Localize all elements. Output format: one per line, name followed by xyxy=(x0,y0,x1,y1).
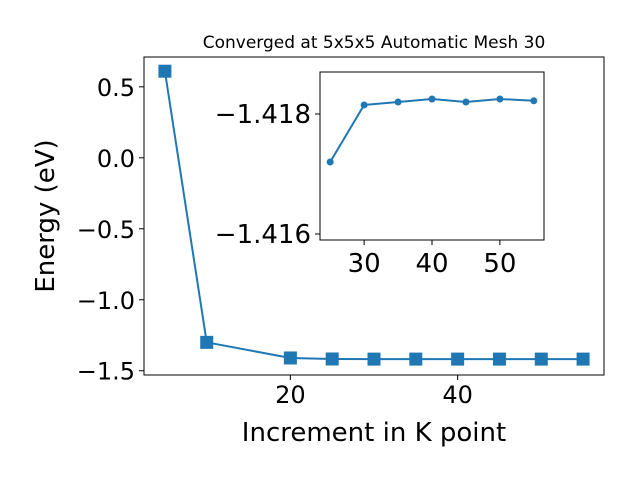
inset-x-tick-label: 30 xyxy=(348,249,381,279)
main-point xyxy=(534,352,548,366)
main-y-tick-label: −0.5 xyxy=(77,216,135,244)
main-x-axis-label: Increment in K point xyxy=(242,418,506,448)
inset-y-tick-label: −1.416 xyxy=(215,220,311,250)
inset-point xyxy=(394,98,402,106)
main-title: Converged at 5x5x5 Automatic Mesh 30 xyxy=(203,33,546,53)
inset-point xyxy=(462,98,470,106)
inset-y-tick-label: −1.418 xyxy=(215,100,311,130)
main-point xyxy=(492,352,506,366)
main-y-ticks: 0.5 0.0 −0.5 −1.0 −1.5 xyxy=(77,74,144,386)
main-x-tick-label: 20 xyxy=(275,381,306,409)
main-y-tick-label: 0.0 xyxy=(97,145,135,173)
inset-point xyxy=(326,158,334,166)
inset-point xyxy=(360,101,368,109)
main-point xyxy=(325,352,339,366)
main-y-tick-label: −1.5 xyxy=(77,358,135,386)
inset-point xyxy=(496,95,504,103)
main-point xyxy=(283,351,297,365)
inset-point xyxy=(530,97,538,105)
main-point xyxy=(409,352,423,366)
main-y-axis-label: Energy (eV) xyxy=(31,139,61,292)
main-point xyxy=(451,352,465,366)
inset-y-ticks: −1.418 −1.416 xyxy=(215,100,320,250)
main-y-tick-label: 0.5 xyxy=(97,74,135,102)
main-series-line xyxy=(163,71,584,361)
inset-x-tick-label: 40 xyxy=(415,249,448,279)
main-point xyxy=(200,335,214,349)
main-series xyxy=(158,64,590,366)
inset-point xyxy=(428,95,436,103)
inset-x-tick-label: 50 xyxy=(483,249,516,279)
inset-x-ticks: 30 40 50 xyxy=(348,240,516,279)
main-x-ticks: 20 40 xyxy=(275,375,473,409)
main-point xyxy=(576,352,590,366)
main-point xyxy=(158,64,172,78)
main-y-tick-label: −1.0 xyxy=(77,287,135,315)
main-x-tick-label: 40 xyxy=(442,381,473,409)
inset-axes: 30 40 50 −1.418 −1.416 xyxy=(215,71,545,279)
inset-series xyxy=(326,95,538,166)
main-point xyxy=(367,352,381,366)
